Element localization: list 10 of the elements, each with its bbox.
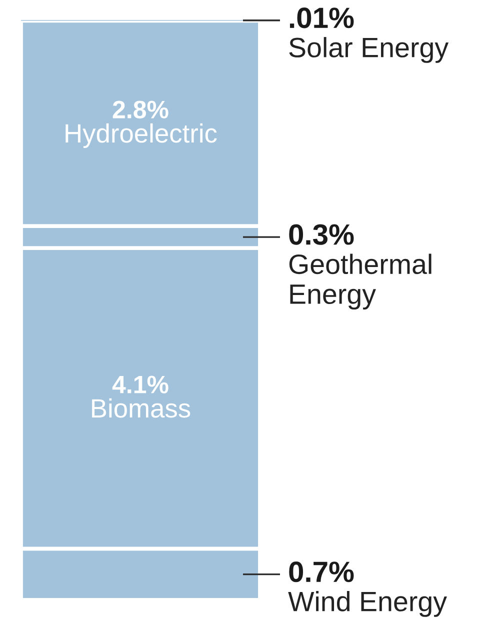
data-label: .01%: [290, 8, 354, 28]
series-label: Wind Energy: [288, 591, 447, 617]
series-label: Solar Energy: [289, 37, 449, 63]
data-label: 0.3%: [289, 224, 354, 245]
data-label: 4.1%: [112, 376, 168, 394]
data-label: 2.8%: [112, 100, 168, 118]
series-label: Biomass: [92, 398, 190, 418]
series-label: Hydroelectric: [66, 123, 217, 148]
series-label: Geothermal Energy: [289, 254, 432, 310]
data-label: 0.7%: [289, 562, 354, 582]
